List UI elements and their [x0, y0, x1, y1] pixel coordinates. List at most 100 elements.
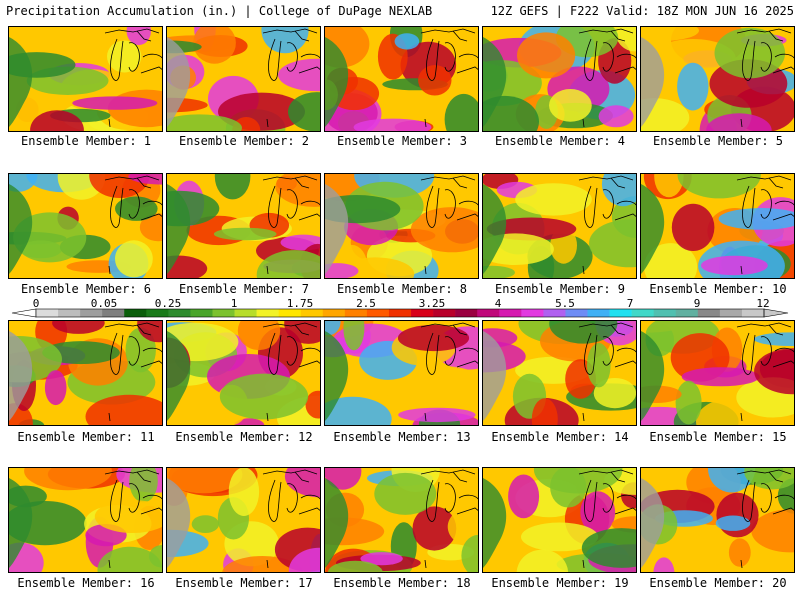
- precip-blob: [715, 515, 751, 531]
- precip-blob: [483, 95, 539, 131]
- dry-region: [167, 37, 191, 127]
- colorbar-left-arrow: [11, 308, 37, 318]
- colorbar-segment: [124, 309, 147, 317]
- colorbar-segment: [609, 309, 632, 317]
- precip-field: [9, 27, 162, 131]
- precip-blob: [614, 27, 636, 52]
- precip-blob: [531, 398, 558, 425]
- dry-region: [9, 184, 33, 274]
- boundary-mark: [740, 412, 743, 422]
- colorbar-segment: [322, 309, 346, 317]
- precip-blob: [677, 62, 709, 111]
- page-title: Precipitation Accumulation (in.) | Colle…: [6, 4, 433, 18]
- precip-blob: [593, 378, 636, 409]
- precip-blob: [549, 321, 618, 344]
- dry-region: [641, 184, 665, 274]
- precip-field: [641, 174, 794, 278]
- ensemble-map-18: [324, 467, 479, 573]
- precip-blob: [394, 33, 420, 50]
- colorbar-segment: [411, 309, 434, 317]
- precip-blob: [653, 557, 675, 572]
- precip-colorbar: [11, 308, 789, 318]
- colorbar-segment: [499, 309, 522, 317]
- great-lakes-outline: [736, 175, 794, 228]
- boundary-mark: [266, 559, 269, 569]
- precip-blob: [696, 528, 721, 572]
- ensemble-map-7: [166, 173, 321, 279]
- great-lakes-outline: [420, 469, 478, 522]
- dry-region: [641, 37, 665, 127]
- precip-blob: [515, 183, 592, 216]
- precip-blob: [516, 549, 569, 572]
- precip-field: [483, 174, 636, 278]
- ensemble-member-label: Ensemble Member: 15: [649, 430, 787, 444]
- precip-field: [9, 321, 162, 425]
- precip-blob: [191, 515, 220, 533]
- ensemble-member-label: Ensemble Member: 3: [336, 134, 468, 148]
- precip-blob: [128, 174, 162, 185]
- precip-blob: [44, 370, 67, 406]
- boundary-mark: [424, 559, 427, 569]
- colorbar-tick-label: 0.05: [90, 297, 118, 310]
- dry-region: [325, 331, 349, 421]
- colorbar-segment: [366, 309, 390, 317]
- model-run-info: 12Z GEFS | F222 Valid: 18Z MON JUN 16 20…: [490, 4, 794, 18]
- precip-blob: [644, 243, 698, 278]
- precip-blob: [754, 348, 794, 395]
- precip-blob: [129, 468, 158, 503]
- precip-blob: [213, 227, 277, 241]
- dry-region: [325, 478, 349, 568]
- great-lakes-outline: [104, 28, 162, 81]
- precip-field: [9, 174, 162, 278]
- precip-blob: [256, 250, 320, 278]
- dry-region: [325, 37, 349, 127]
- precip-blob: [508, 474, 540, 519]
- precip-blob: [97, 546, 162, 572]
- boundary-mark: [108, 559, 111, 569]
- precip-field: [167, 27, 320, 131]
- colorbar-segment: [234, 309, 257, 317]
- ensemble-map-19: [482, 467, 637, 573]
- great-lakes-outline: [262, 175, 320, 228]
- precip-blob: [754, 332, 794, 346]
- ensemble-member-label: Ensemble Member: 10: [649, 282, 787, 296]
- colorbar-tick-label: 7: [626, 297, 634, 310]
- great-lakes-outline: [578, 28, 636, 81]
- colorbar-tick-label: 1: [230, 297, 238, 310]
- precip-blob: [288, 92, 320, 131]
- precip-blob: [654, 174, 684, 198]
- precip-blob: [728, 538, 751, 567]
- precip-blob: [115, 196, 158, 221]
- ensemble-member-label: Ensemble Member: 19: [491, 576, 629, 590]
- ensemble-member-label: Ensemble Member: 17: [175, 576, 313, 590]
- great-lakes-outline: [736, 322, 794, 375]
- dry-region: [483, 37, 507, 127]
- precip-blob: [228, 468, 260, 516]
- ensemble-map-16: [8, 467, 163, 573]
- great-lakes-outline: [262, 322, 320, 375]
- colorbar-segment: [388, 309, 412, 317]
- precip-blob: [751, 509, 794, 553]
- precip-blob: [325, 263, 359, 278]
- boundary-mark: [582, 265, 585, 275]
- precip-blob: [641, 27, 699, 42]
- great-lakes-outline: [104, 469, 162, 522]
- great-lakes-outline: [578, 175, 636, 228]
- precip-blob: [52, 321, 105, 334]
- boundary-mark: [108, 265, 111, 275]
- dry-region: [167, 478, 191, 568]
- precip-blob: [139, 213, 162, 242]
- precip-blob: [550, 468, 587, 508]
- dry-region: [167, 331, 191, 421]
- precip-field: [9, 468, 162, 572]
- precip-blob: [681, 367, 760, 387]
- great-lakes-outline: [104, 175, 162, 228]
- precip-blob: [587, 343, 611, 388]
- precip-blob: [325, 396, 392, 425]
- great-lakes-outline: [420, 322, 478, 375]
- precip-blob: [94, 500, 162, 533]
- great-lakes-outline: [578, 469, 636, 522]
- ensemble-map-2: [166, 26, 321, 132]
- precip-blob: [284, 468, 320, 498]
- precip-blob: [107, 40, 142, 73]
